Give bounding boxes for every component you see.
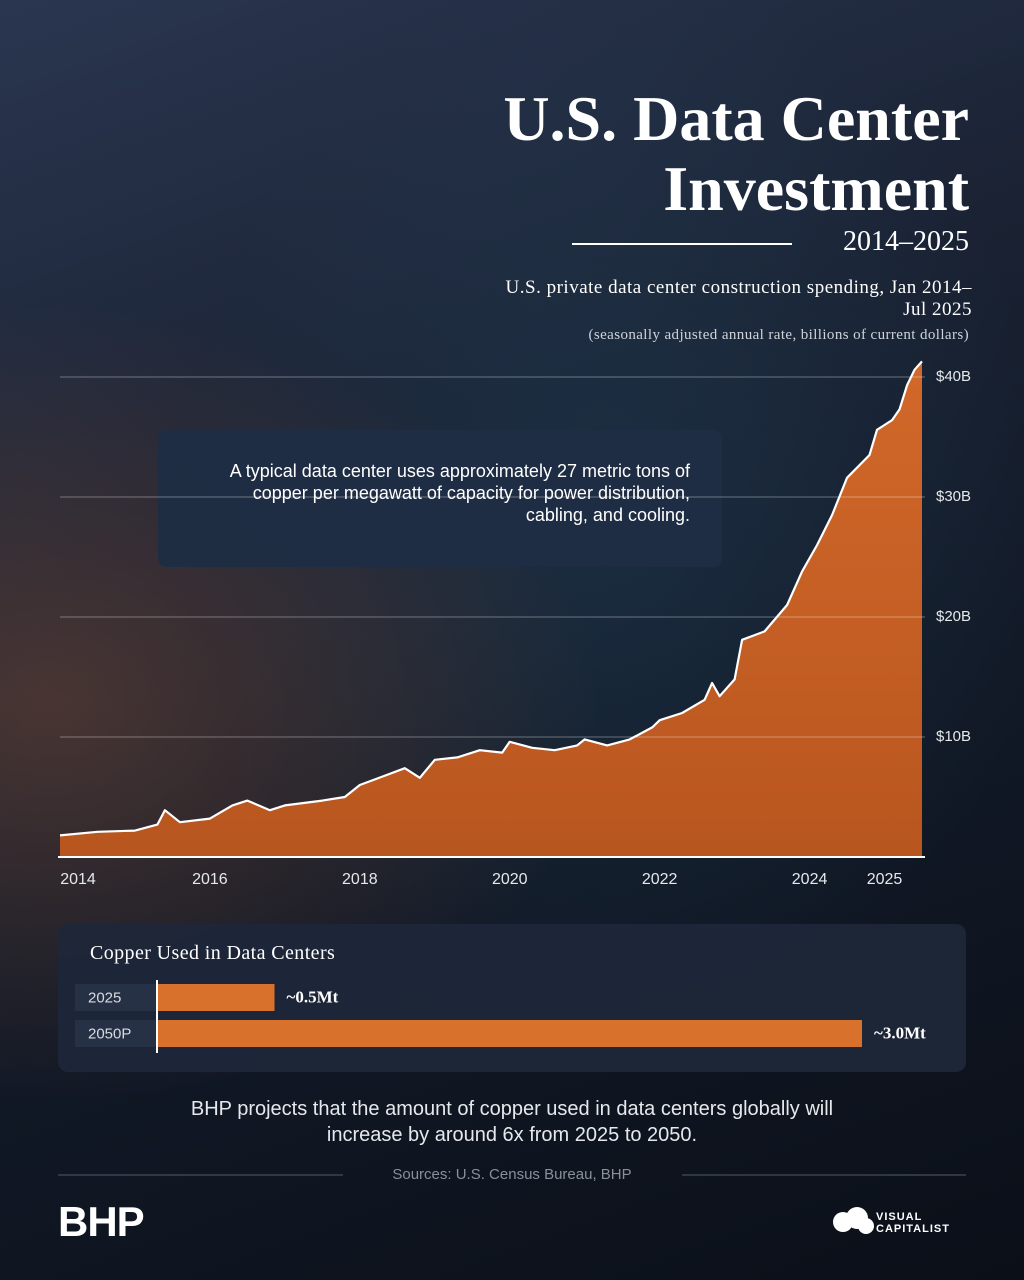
x-tick-label: 2024 [792, 871, 828, 888]
y-tick-label: $20B [936, 608, 971, 625]
bar [157, 984, 275, 1011]
y-tick-label: $30B [936, 488, 971, 505]
description: U.S. private data center construction sp… [505, 277, 972, 320]
category-label: 2025 [88, 989, 121, 1006]
x-tick-label: 2022 [642, 871, 678, 888]
x-tick-label: 2016 [192, 871, 228, 888]
value-label: ~3.0Mt [874, 1023, 926, 1042]
x-tick-label: 2014 [60, 871, 96, 888]
brand-icon [833, 1207, 874, 1234]
line [59, 360, 923, 837]
subtitle: 2014–2025 [843, 226, 969, 257]
category-box [75, 984, 157, 1011]
footnote: BHP projects that the amount of copper u… [190, 1098, 834, 1146]
value-label: ~0.5Mt [287, 987, 339, 1006]
y-tick-label: $40B [936, 368, 971, 385]
y-tick-label: $10B [936, 728, 971, 745]
category-box [75, 1020, 157, 1047]
title: U.S. Data Center Investment [503, 83, 969, 224]
brand: VISUAL CAPITALIST [876, 1211, 950, 1235]
bar-chart-title: Copper Used in Data Centers [90, 942, 336, 964]
annotation: A typical data center uses approximately… [229, 461, 690, 525]
area [60, 361, 922, 857]
source: Sources: U.S. Census Bureau, BHP [392, 1166, 632, 1183]
unit-note: (seasonally adjusted annual rate, billio… [588, 327, 969, 343]
logo: BHP [58, 1198, 145, 1245]
x-tick-label: 2025 [867, 871, 903, 888]
x-tick-label: 2020 [492, 871, 528, 888]
bar [157, 1020, 862, 1047]
x-tick-label: 2018 [342, 871, 378, 888]
category-label: 2050P [88, 1025, 131, 1042]
annotation-box [158, 430, 722, 567]
